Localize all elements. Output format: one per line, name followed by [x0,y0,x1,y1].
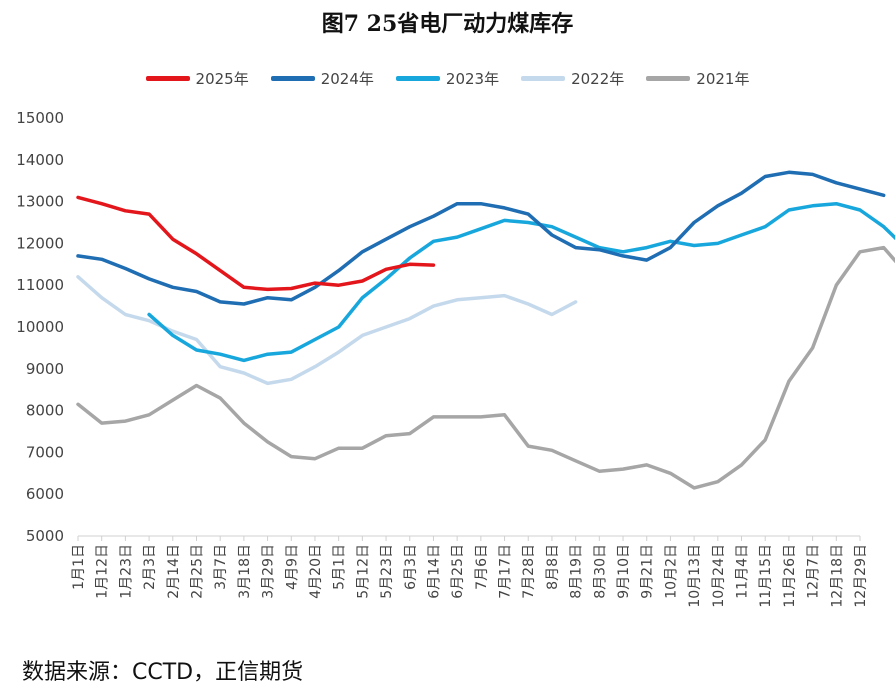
x-tick-label: 10月2日 [663,544,679,599]
y-tick-label: 11000 [16,276,64,294]
x-tick-label: 4月20日 [308,544,324,599]
x-tick-label: 3月29日 [261,544,277,599]
y-tick-label: 14000 [16,151,64,169]
x-tick-label: 3月18日 [237,544,253,599]
x-tick-label: 6月3日 [403,544,419,590]
legend-item-2025: 2025年 [145,68,249,89]
legend-item-2022: 2022年 [521,68,624,89]
legend-item-2021: 2021年 [646,68,749,89]
x-tick-label: 3月7日 [213,544,229,590]
y-tick-label: 10000 [16,318,64,336]
series-line-2021年 [76,245,895,490]
y-tick-label: 12000 [16,234,64,252]
y-tick-label: 13000 [16,193,64,211]
x-tick-label: 11月15日 [758,544,774,608]
x-tick-label: 5月12日 [355,544,371,599]
x-tick-label: 5月1日 [332,544,348,590]
y-tick-label: 6000 [26,485,64,503]
x-tick-label: 12月18日 [829,544,845,608]
x-tick-label: 8月19日 [569,544,585,599]
x-tick-label: 1月12日 [95,544,111,599]
legend-label-2021: 2021年 [696,70,750,88]
legend-swatch-2025 [145,76,190,81]
x-tick-label: 5月23日 [379,544,395,599]
legend-swatch-2021 [646,76,691,81]
x-tick-label: 2月3日 [142,544,158,590]
x-tick-label: 4月9日 [284,544,300,590]
legend-swatch-2023 [395,76,440,81]
x-tick-label: 1月23日 [118,544,134,599]
x-tick-label: 12月29日 [853,544,869,608]
legend-label-2025: 2025年 [195,70,249,88]
y-tick-label: 15000 [16,109,64,127]
x-tick-label: 7月6日 [474,544,490,590]
x-tick-label: 12月7日 [806,544,822,599]
x-tick-label: 8月8日 [545,544,561,590]
chart-legend: 2025年 2024年 2023年 2022年 2021年 [0,68,895,89]
x-tick-label: 7月17日 [498,544,514,599]
legend-swatch-2022 [521,76,566,81]
x-tick-label: 6月25日 [450,544,466,599]
x-tick-label: 2月25日 [189,544,205,599]
legend-swatch-2024 [270,76,315,81]
y-tick-label: 7000 [26,443,64,461]
legend-item-2024: 2024年 [270,68,374,89]
y-tick-label: 9000 [26,360,64,378]
x-tick-label: 11月4日 [735,544,751,599]
y-tick-label: 5000 [26,527,64,545]
source-note: 数据来源：CCTD，正信期货 [22,660,304,685]
series-line-2022年 [76,275,578,386]
x-tick-label: 1月1日 [71,544,87,590]
x-tick-label: 8月30日 [592,544,608,599]
x-tick-label: 6月14日 [426,544,442,599]
x-tick-label: 10月24日 [711,544,727,608]
legend-label-2022: 2022年 [571,70,625,88]
x-tick-label: 11月26日 [782,544,798,608]
series-line-2025年 [76,195,436,292]
legend-label-2024: 2024年 [320,70,374,88]
x-tick-label: 7月28日 [521,544,537,599]
x-tick-label: 2月14日 [166,544,182,599]
x-tick-label: 9月10日 [616,544,632,599]
legend-label-2023: 2023年 [445,70,500,88]
x-tick-label: 9月21日 [640,544,656,599]
legend-item-2023: 2023年 [395,68,500,89]
series-line-2024年 [76,170,886,306]
chart-title: 图7 25省电厂动力煤库存 [321,11,574,37]
x-tick-label: 10月13日 [687,544,703,608]
series-line-2023年 [147,201,895,363]
y-tick-label: 8000 [26,402,64,420]
